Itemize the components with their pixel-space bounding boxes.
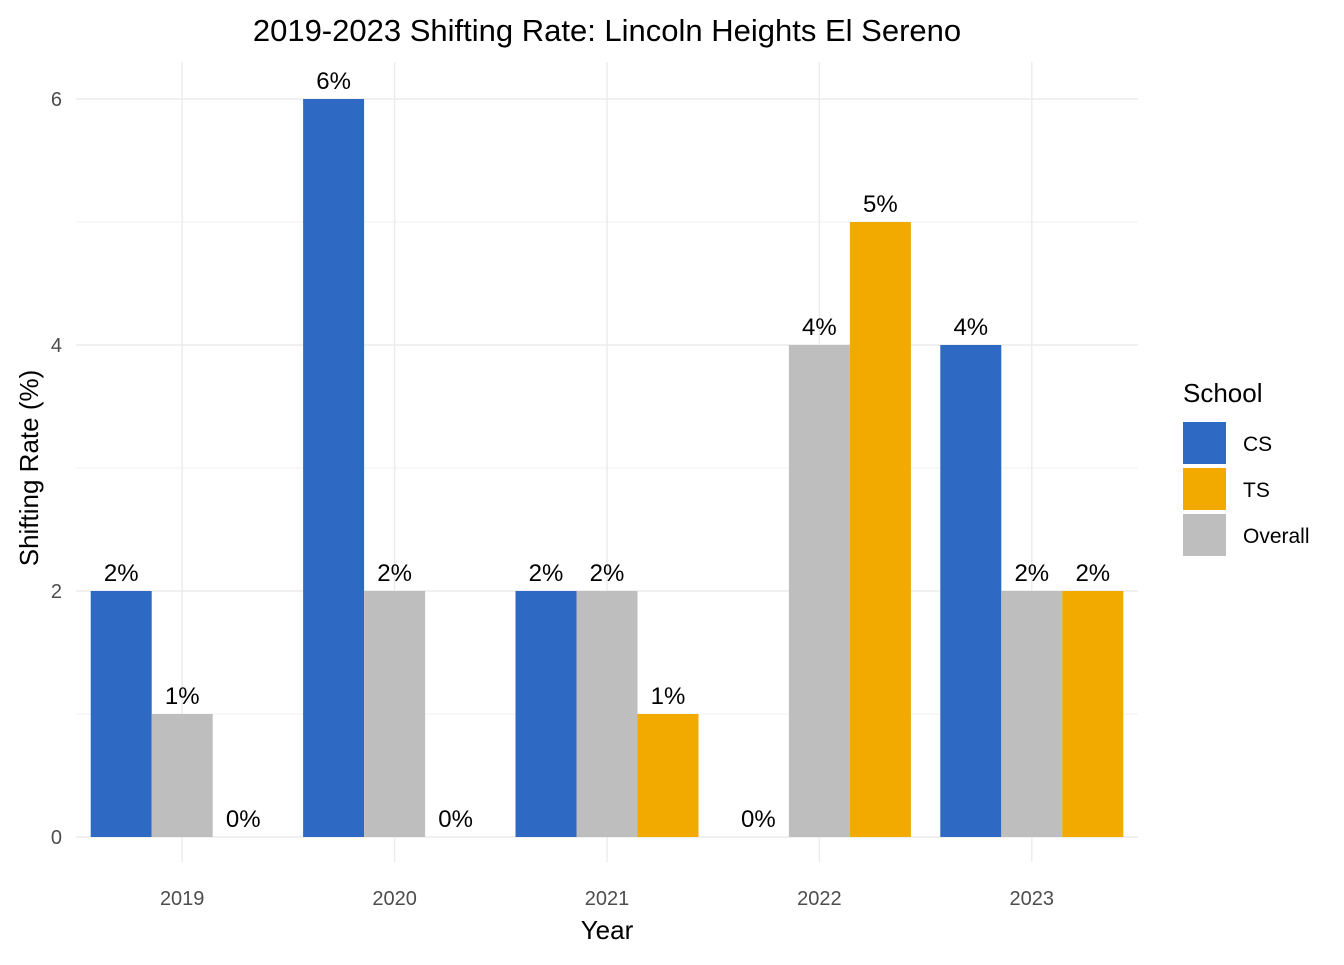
data-label-ts-2021: 1% [651, 683, 686, 710]
data-label-ts-2020: 0% [438, 806, 473, 833]
legend-label-overall: Overall [1243, 525, 1310, 548]
bar-ts-2021 [637, 714, 699, 837]
x-tick-label: 2022 [797, 888, 842, 910]
data-label-ts-2019: 0% [226, 806, 261, 833]
bar-overall-2020 [364, 591, 426, 837]
bar-cs-2023 [940, 345, 1002, 837]
legend-swatch-cs [1183, 422, 1226, 464]
data-label-overall-2019: 1% [165, 683, 200, 710]
y-tick-label: 6 [51, 89, 62, 111]
bar-cs-2021 [515, 591, 577, 837]
data-label-overall-2020: 2% [377, 560, 412, 587]
legend-label-cs: CS [1243, 433, 1272, 456]
data-label-overall-2023: 2% [1014, 560, 1049, 587]
data-label-overall-2021: 2% [590, 560, 625, 587]
bar-overall-2021 [576, 591, 638, 837]
legend: School CS TS Overall [1183, 378, 1310, 556]
bar-ts-2022 [849, 222, 911, 837]
legend-label-ts: TS [1243, 479, 1270, 502]
bars [90, 99, 1124, 837]
x-tick-label: 2020 [372, 888, 417, 910]
bar-overall-2022 [788, 345, 850, 837]
y-tick-label: 2 [51, 581, 62, 603]
x-tick-label: 2023 [1010, 888, 1055, 910]
axes: 0 2 4 6 2019 2020 2021 2022 2023 [51, 89, 1054, 910]
x-axis-title: Year [581, 915, 634, 945]
data-label-cs-2021: 2% [529, 560, 564, 587]
bar-cs-2020 [303, 99, 365, 837]
data-label-overall-2022: 4% [802, 314, 837, 341]
data-labels: 2% 6% 2% 0% 4% 1% 2% 2% 4% 2% 0% 0% 1% 5% 2% [104, 68, 1110, 833]
chart-title: 2019-2023 Shifting Rate: Lincoln Heights… [253, 13, 961, 48]
bar-overall-2023 [1001, 591, 1063, 837]
x-tick-label: 2021 [585, 888, 630, 910]
data-label-ts-2022: 5% [863, 191, 898, 218]
data-label-cs-2022: 0% [741, 806, 776, 833]
bar-ts-2023 [1062, 591, 1124, 837]
y-tick-label: 4 [51, 335, 62, 357]
legend-swatch-ts [1183, 468, 1226, 510]
x-tick-label: 2019 [160, 888, 205, 910]
data-label-cs-2020: 6% [316, 68, 351, 95]
data-label-cs-2019: 2% [104, 560, 139, 587]
y-axis-title: Shifting Rate (%) [14, 370, 44, 567]
bar-overall-2019 [151, 714, 213, 837]
data-label-cs-2023: 4% [953, 314, 988, 341]
data-label-ts-2023: 2% [1075, 560, 1110, 587]
legend-swatch-overall [1183, 514, 1226, 556]
legend-title: School [1183, 378, 1263, 408]
bar-cs-2019 [90, 591, 152, 837]
y-tick-label: 0 [51, 827, 62, 849]
